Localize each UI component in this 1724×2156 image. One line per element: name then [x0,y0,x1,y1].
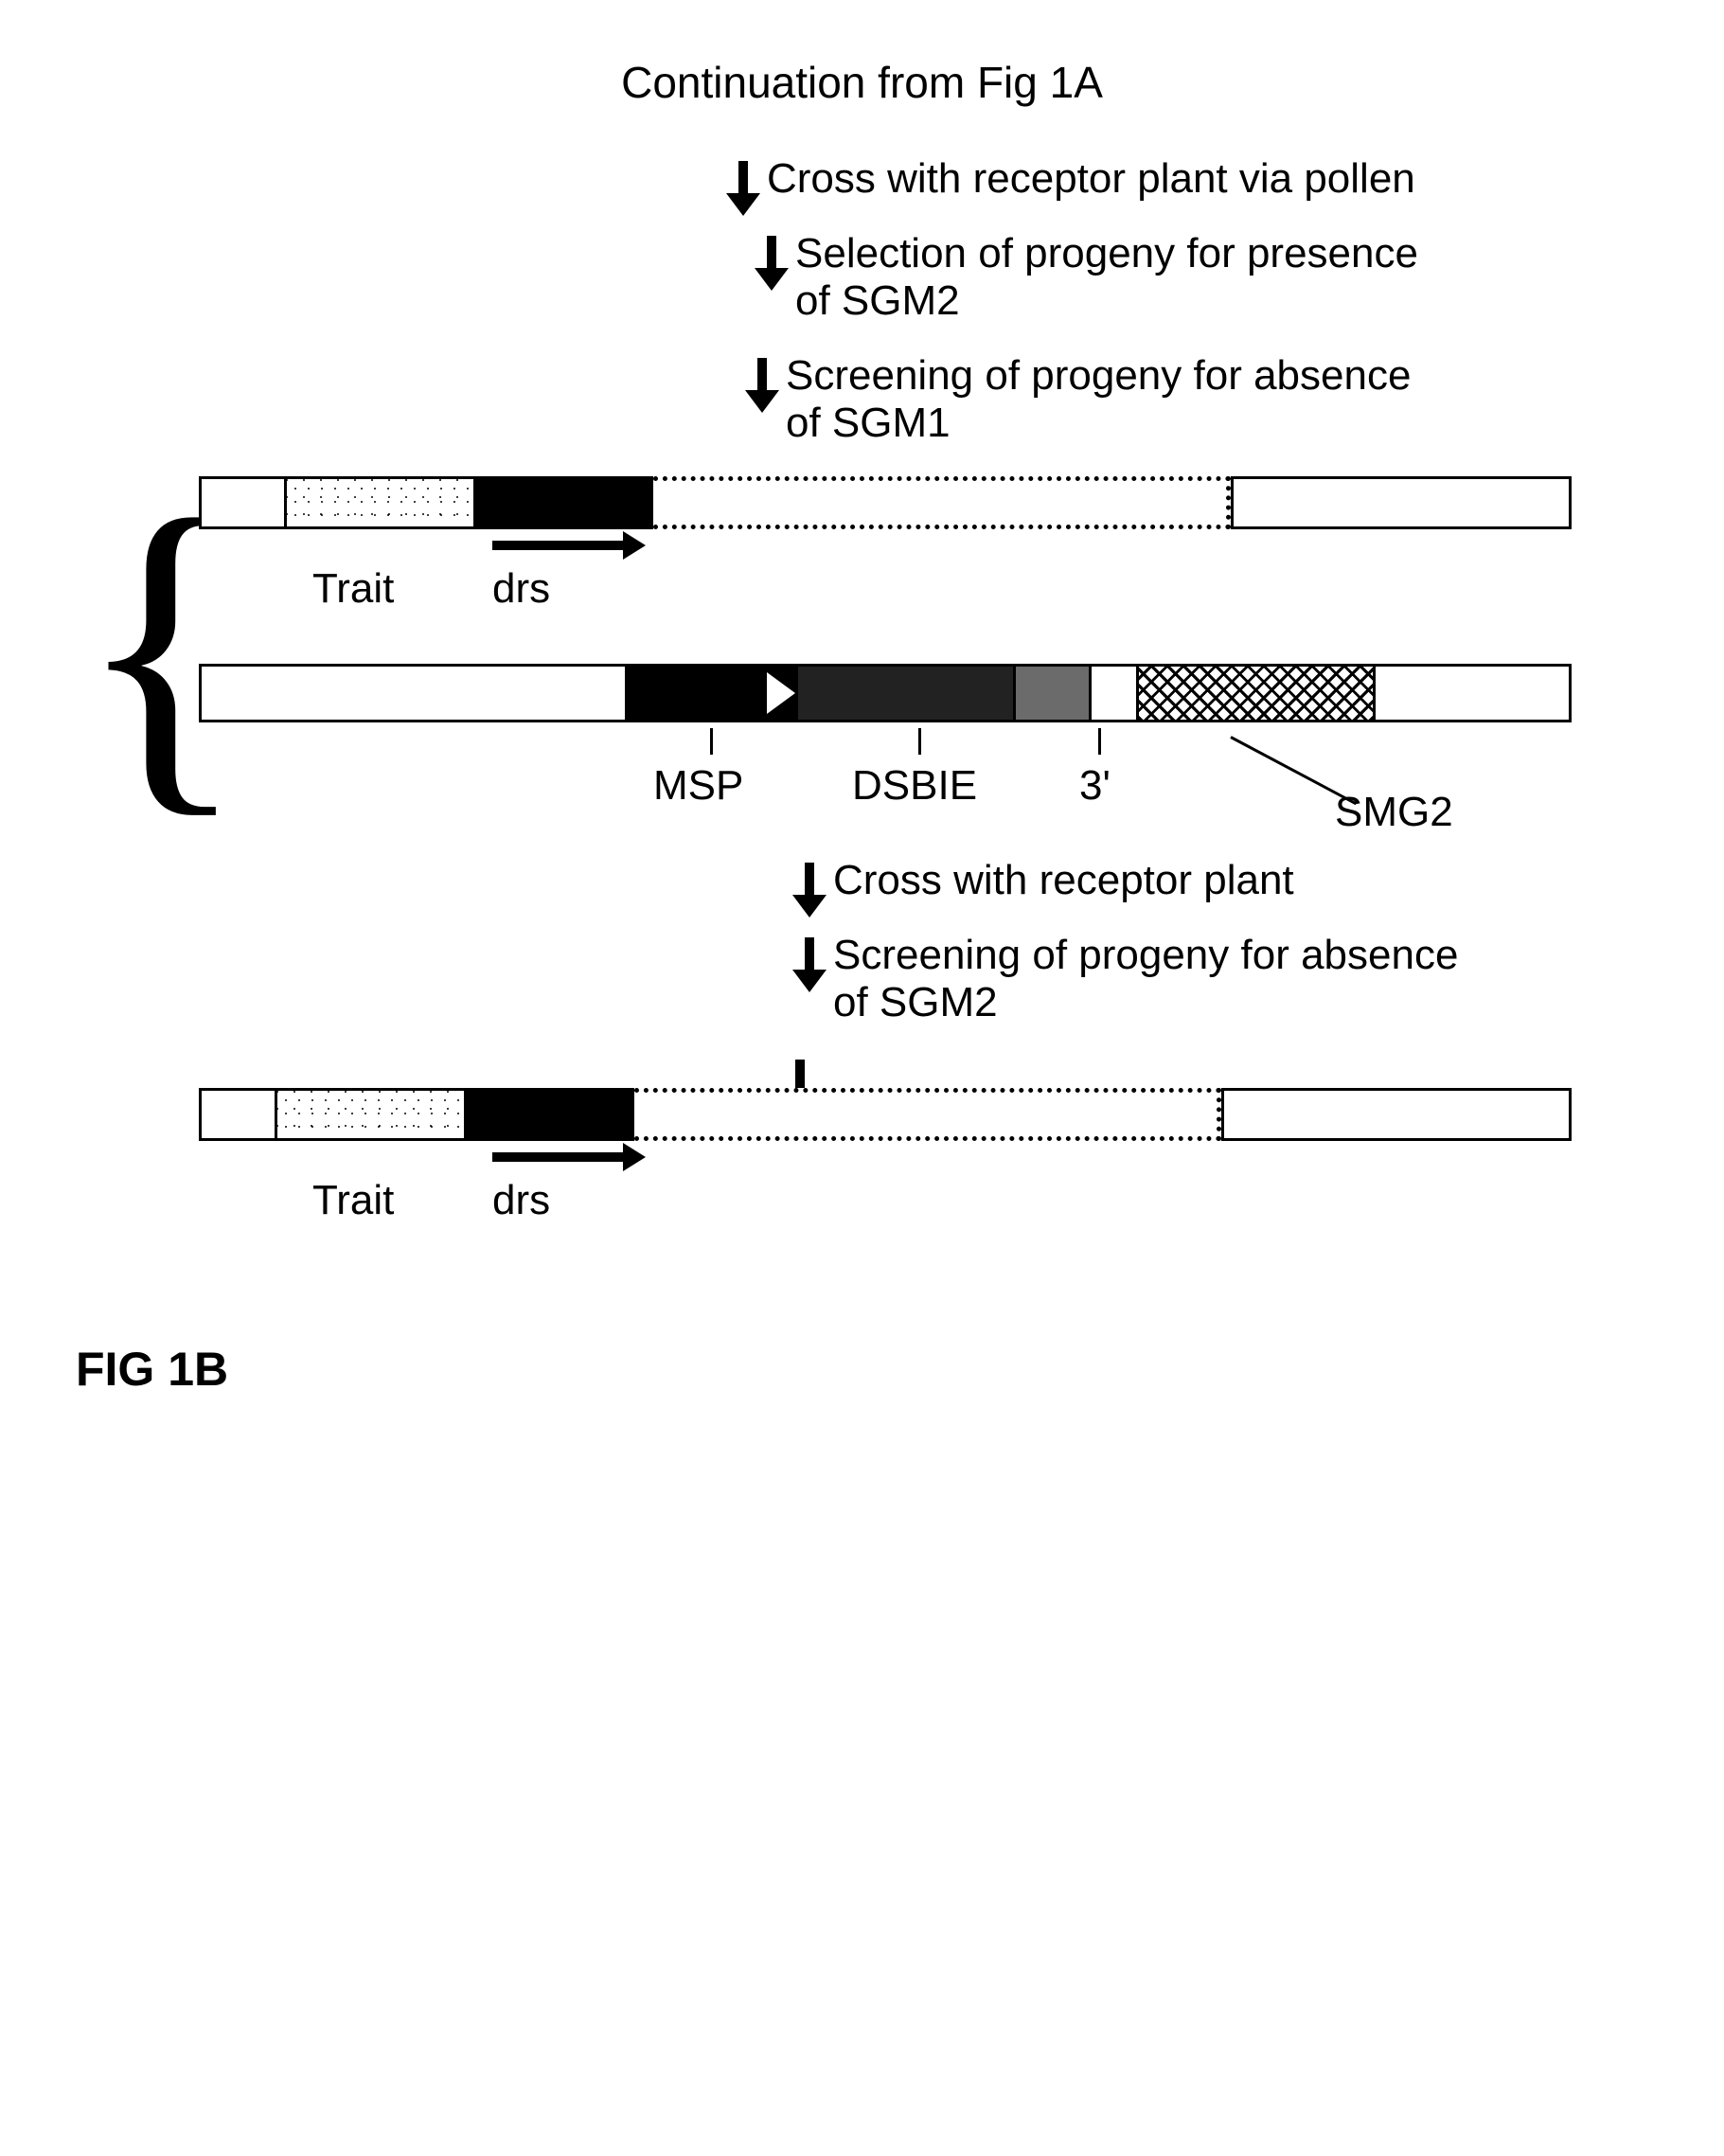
step-row [76,1054,1648,1060]
gene-bar [199,1088,1648,1141]
segment-dotted [653,476,1231,529]
construct-bottom: Trait drs [199,1088,1648,1228]
step-row: Selection of progeny for presence of SGM… [76,230,1648,326]
brace-group: { Trait drs MSP DSBIE 3' SMG2 [76,476,1648,838]
segment-black [473,476,653,529]
segment-white [1231,476,1572,529]
segment-dotted [634,1088,1221,1141]
curly-brace-icon: { [76,467,133,827]
segment-white [1373,664,1572,722]
step-text: Screening of progeny for absence of SGM2 [833,932,1496,1027]
msp-label: MSP [653,762,743,810]
segment-speckle [284,476,473,529]
step-text: Screening of progeny for absence of SGM1 [786,352,1449,448]
trait-label: Trait [312,565,394,613]
segment-speckle [275,1088,464,1141]
triangle-right-icon [767,672,795,714]
step-row: Cross with receptor plant [76,857,1648,905]
segment-white [199,476,284,529]
construct-mid: MSP DSBIE 3' SMG2 [199,664,1648,838]
tick-line [1098,728,1101,755]
gene-bar [199,664,1648,722]
segment-white [199,1088,275,1141]
drs-label: drs [492,565,550,613]
step-row: Screening of progeny for absence of SGM1 [76,352,1648,448]
step-text: Cross with receptor plant via pollen [767,155,1415,204]
smg2-label: SMG2 [1335,789,1453,836]
gene-bar [199,476,1648,529]
tick-line [918,728,921,755]
segment-black [464,1088,634,1141]
construct-top: Trait drs [199,476,1648,616]
dsbie-label: DSBIE [852,762,977,810]
step-text: Selection of progeny for presence of SGM… [795,230,1458,326]
page-title: Continuation from Fig 1A [76,57,1648,108]
segment-gray [1013,664,1089,722]
drs-label: drs [492,1177,550,1224]
step-row: Screening of progeny for absence of SGM2 [76,932,1648,1027]
figure-label: FIG 1B [76,1342,1648,1397]
segment-white [1221,1088,1572,1141]
segment-hatch [1136,664,1373,722]
tick-line [710,728,713,755]
drs-arrow-icon [483,537,625,554]
segment-white [199,664,625,722]
three-prime-label: 3' [1079,762,1111,810]
segment-dark [795,664,1013,722]
segment-white [1089,664,1136,722]
step-text: Cross with receptor plant [833,857,1294,905]
drs-arrow-icon [483,1149,625,1166]
step-row: Cross with receptor plant via pollen [76,155,1648,204]
trait-label: Trait [312,1177,394,1224]
